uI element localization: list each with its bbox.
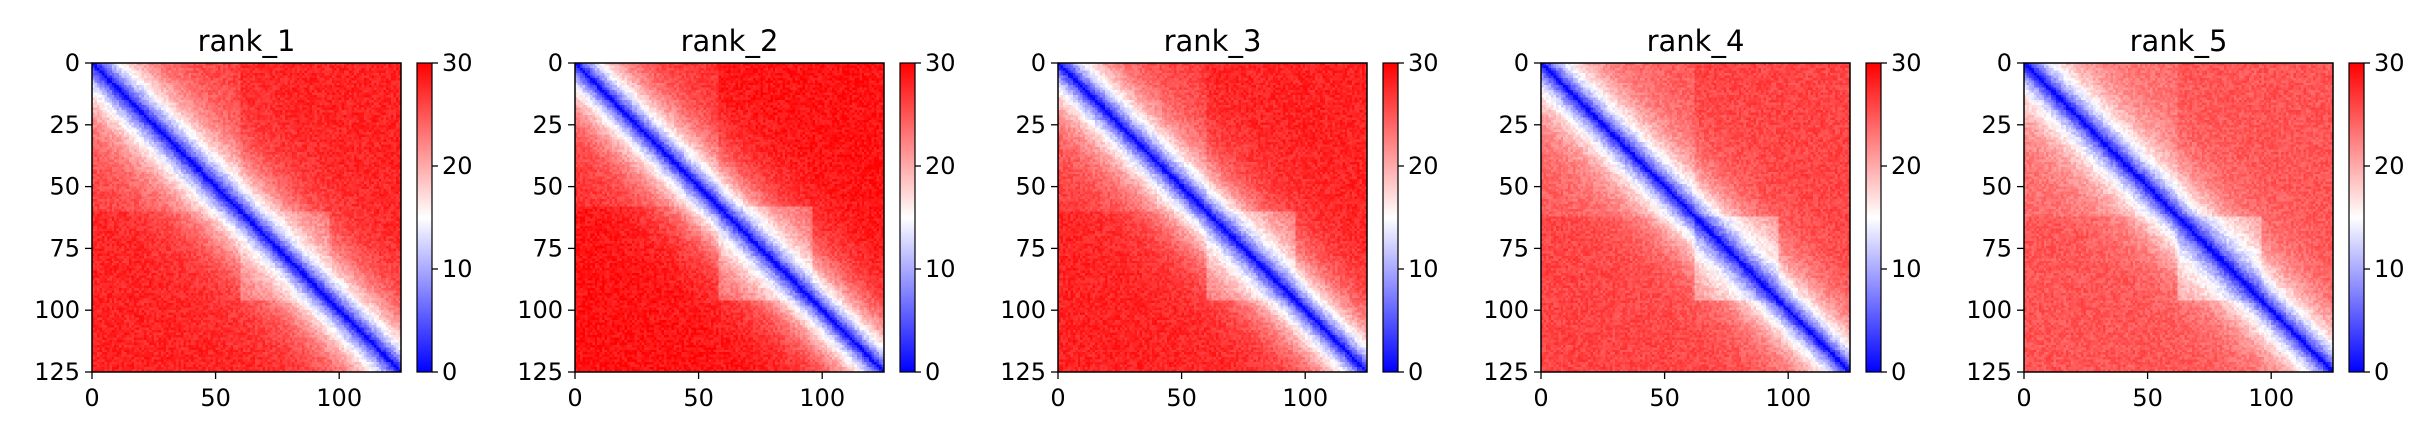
colorbar-tick-label: 0 xyxy=(2374,358,2389,386)
chart-title: rank_3 xyxy=(1164,24,1262,58)
colorbar-tick-label: 20 xyxy=(925,152,956,180)
y-tick-label: 100 xyxy=(517,296,563,324)
x-tick-label: 100 xyxy=(2248,384,2294,412)
y-tick-label: 75 xyxy=(1015,234,1046,262)
y-tick-label: 25 xyxy=(532,111,563,139)
colorbar-tick-label: 10 xyxy=(1891,255,1922,283)
y-tick-label: 125 xyxy=(1483,358,1529,386)
x-tick-label: 0 xyxy=(1533,384,1548,412)
x-tick-label: 50 xyxy=(200,384,231,412)
axes-frame xyxy=(574,62,885,373)
colorbar-tick-label: 30 xyxy=(1891,49,1922,77)
colorbar xyxy=(2348,62,2365,373)
colorbar xyxy=(416,62,433,373)
x-tick-label: 50 xyxy=(683,384,714,412)
heatmap-image xyxy=(1058,63,1367,372)
colorbar-tick-label: 10 xyxy=(2374,255,2405,283)
y-tick-label: 0 xyxy=(548,49,563,77)
colorbar-tick-label: 0 xyxy=(925,358,940,386)
y-tick-label: 50 xyxy=(1498,173,1529,201)
x-tick-label: 100 xyxy=(1765,384,1811,412)
y-tick-label: 125 xyxy=(34,358,80,386)
colorbar-tick-label: 10 xyxy=(1408,255,1439,283)
heatmap-image xyxy=(1541,63,1850,372)
y-tick-label: 50 xyxy=(49,173,80,201)
x-tick-label: 100 xyxy=(316,384,362,412)
colorbar-tick-label: 20 xyxy=(442,152,473,180)
heatmap-image xyxy=(92,63,401,372)
y-tick-label: 75 xyxy=(532,234,563,262)
x-tick-label: 100 xyxy=(799,384,845,412)
heatmap-image xyxy=(575,63,884,372)
axes-frame xyxy=(1540,62,1851,373)
y-tick-label: 75 xyxy=(49,234,80,262)
y-tick-label: 75 xyxy=(1981,234,2012,262)
x-tick-label: 0 xyxy=(84,384,99,412)
colorbar-tick-label: 20 xyxy=(1891,152,1922,180)
colorbar-tick-label: 20 xyxy=(1408,152,1439,180)
y-tick-label: 100 xyxy=(1966,296,2012,324)
axes-frame xyxy=(2023,62,2334,373)
colorbar-tick-label: 30 xyxy=(442,49,473,77)
y-tick-label: 50 xyxy=(1981,173,2012,201)
chart-title: rank_5 xyxy=(2130,24,2228,58)
y-tick-label: 25 xyxy=(1498,111,1529,139)
x-tick-label: 50 xyxy=(2132,384,2163,412)
chart-title: rank_4 xyxy=(1647,24,1745,58)
colorbar-tick-label: 20 xyxy=(2374,152,2405,180)
colorbar-tick-label: 0 xyxy=(1891,358,1906,386)
colorbar-tick-label: 10 xyxy=(442,255,473,283)
y-tick-label: 125 xyxy=(1000,358,1046,386)
colorbar-tick-label: 30 xyxy=(1408,49,1439,77)
x-tick-label: 0 xyxy=(1050,384,1065,412)
y-tick-label: 50 xyxy=(1015,173,1046,201)
chart-title: rank_1 xyxy=(198,24,296,58)
y-tick-label: 125 xyxy=(1966,358,2012,386)
y-tick-label: 25 xyxy=(1981,111,2012,139)
x-tick-label: 100 xyxy=(1282,384,1328,412)
colorbar xyxy=(1382,62,1399,373)
colorbar-tick-label: 0 xyxy=(1408,358,1423,386)
heatmap-image xyxy=(2024,63,2333,372)
colorbar-tick-label: 30 xyxy=(2374,49,2405,77)
y-tick-label: 50 xyxy=(532,173,563,201)
x-tick-label: 0 xyxy=(2016,384,2031,412)
y-tick-label: 0 xyxy=(1031,49,1046,77)
x-tick-label: 50 xyxy=(1166,384,1197,412)
y-tick-label: 100 xyxy=(34,296,80,324)
axes-frame xyxy=(91,62,402,373)
chart-title: rank_2 xyxy=(681,24,779,58)
y-tick-label: 100 xyxy=(1000,296,1046,324)
x-tick-label: 0 xyxy=(567,384,582,412)
y-tick-label: 125 xyxy=(517,358,563,386)
colorbar xyxy=(1865,62,1882,373)
y-tick-label: 0 xyxy=(1997,49,2012,77)
y-tick-label: 25 xyxy=(49,111,80,139)
y-tick-label: 25 xyxy=(1015,111,1046,139)
axes-frame xyxy=(1057,62,1368,373)
colorbar-tick-label: 10 xyxy=(925,255,956,283)
y-tick-label: 100 xyxy=(1483,296,1529,324)
x-tick-label: 50 xyxy=(1649,384,1680,412)
colorbar-tick-label: 0 xyxy=(442,358,457,386)
y-tick-label: 75 xyxy=(1498,234,1529,262)
colorbar xyxy=(899,62,916,373)
y-tick-label: 0 xyxy=(65,49,80,77)
y-tick-label: 0 xyxy=(1514,49,1529,77)
colorbar-tick-label: 30 xyxy=(925,49,956,77)
